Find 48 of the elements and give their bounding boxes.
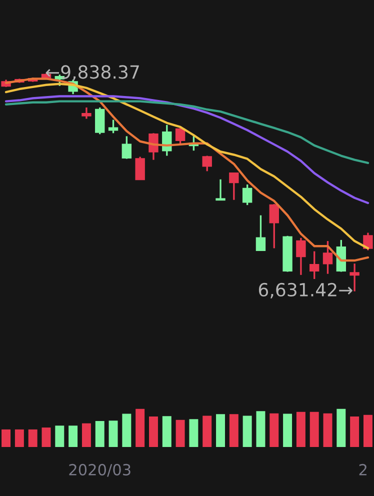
candlestick [229, 172, 239, 201]
bar [336, 408, 346, 447]
candlestick [309, 250, 320, 280]
candlestick [175, 127, 186, 146]
candlestick [135, 156, 145, 180]
candlestick [95, 106, 105, 136]
bar [42, 428, 51, 447]
bar [350, 416, 360, 447]
bar [176, 420, 185, 447]
bar [229, 414, 238, 447]
bar [162, 416, 172, 447]
x-tick-label: 2020/03 [69, 464, 130, 477]
candlestick [82, 106, 92, 120]
candlestick [322, 240, 333, 275]
candlestick [242, 184, 252, 206]
bar [68, 426, 78, 447]
candlestick [269, 203, 279, 250]
bar [28, 429, 38, 447]
bar [242, 416, 252, 447]
bar [122, 414, 132, 447]
bar [296, 412, 306, 447]
candlestick [256, 214, 266, 252]
bar [189, 419, 198, 447]
bar [14, 429, 24, 447]
bar [310, 412, 319, 447]
annotation: 6,631.42→ [258, 282, 352, 298]
bar [2, 429, 11, 447]
bar [136, 408, 145, 447]
bar [82, 423, 91, 447]
bar [108, 420, 118, 447]
bar [323, 413, 332, 447]
candlestick [108, 118, 118, 134]
bar [256, 411, 266, 447]
bar [55, 426, 64, 447]
candlestick [202, 154, 212, 172]
bar [95, 421, 104, 447]
bar [202, 416, 212, 447]
annotation: ←9,838.37 [46, 65, 139, 81]
candlestick [216, 178, 226, 201]
bar [283, 414, 292, 447]
candlestick [122, 135, 132, 160]
x-tick-label: 2 [359, 464, 366, 476]
candlestick [363, 232, 373, 252]
bar [270, 413, 279, 447]
bar [148, 416, 158, 447]
candlestick [296, 237, 306, 276]
bar [363, 414, 372, 447]
bar [216, 414, 226, 447]
